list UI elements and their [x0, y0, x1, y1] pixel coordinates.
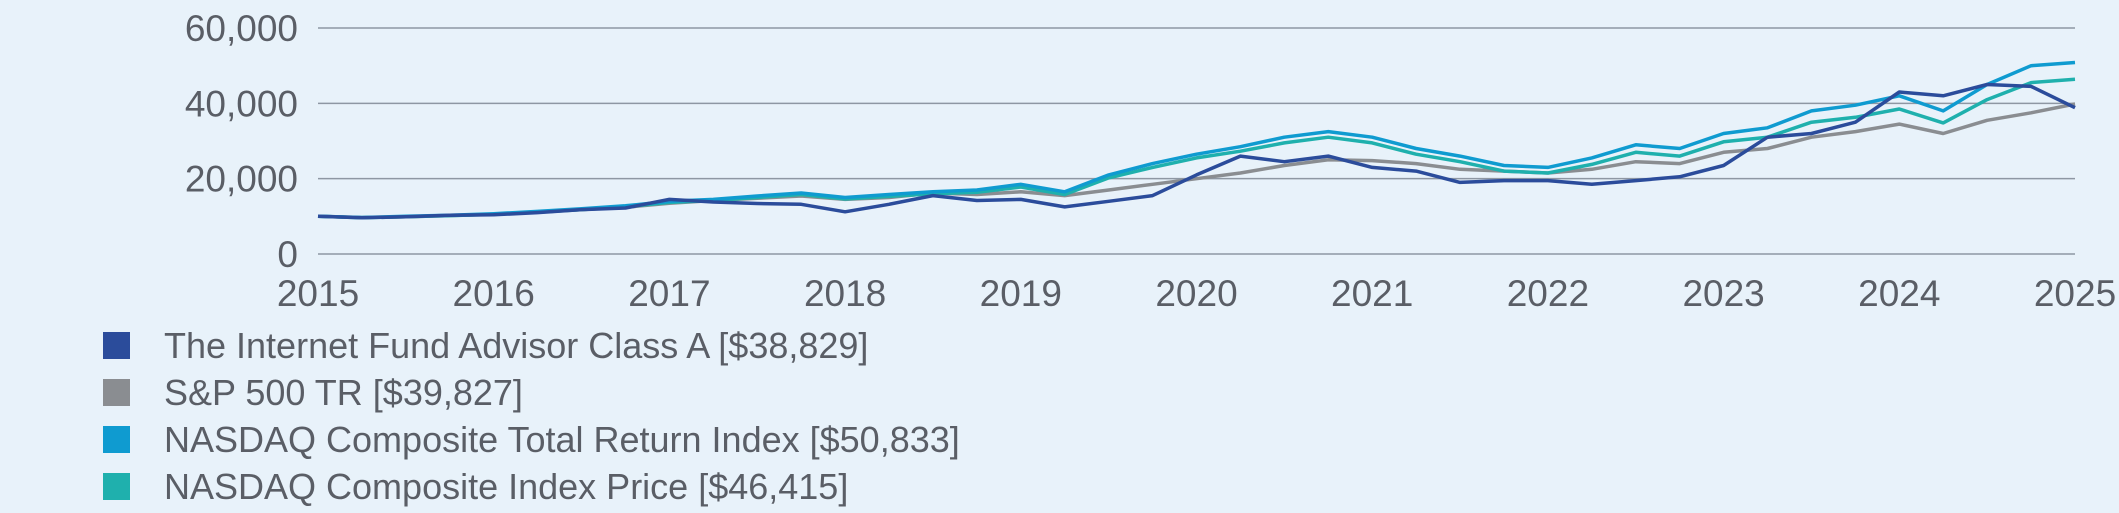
gridlines — [318, 27, 2075, 255]
legend-swatch — [103, 379, 130, 406]
legend-swatch — [103, 426, 130, 453]
x-tick-label: 2019 — [980, 273, 1062, 314]
x-tick-label: 2023 — [1682, 273, 1764, 314]
x-tick-label: 2016 — [453, 273, 535, 314]
legend: The Internet Fund Advisor Class A [$38,8… — [103, 322, 960, 510]
legend-swatch — [103, 473, 130, 500]
x-tick-label: 2022 — [1507, 273, 1589, 314]
legend-label: S&P 500 TR [$39,827] — [164, 371, 523, 413]
series-line — [317, 82, 2076, 220]
series-line — [317, 60, 2076, 220]
x-axis-ticks: 2015 2016 2017 2018 2019 2020 2021 2022 2023 2024… — [277, 273, 2116, 314]
legend-label: NASDAQ Composite Total Return Index [$50… — [164, 418, 960, 460]
x-tick-label: 2018 — [804, 273, 886, 314]
y-tick-label: 40,000 — [185, 83, 298, 124]
y-tick-label: 60,000 — [185, 8, 298, 49]
legend-item-nasdaq-total-return: NASDAQ Composite Total Return Index [$50… — [103, 416, 960, 463]
x-tick-label: 2024 — [1858, 273, 1940, 314]
legend-item-sp500: S&P 500 TR [$39,827] — [103, 369, 960, 416]
y-axis-ticks: 0 20,000 40,000 60,000 — [185, 8, 298, 275]
line-chart: 0 20,000 40,000 60,000 2015 2016 2017 2018 2019… — [185, 8, 2116, 314]
series-line — [317, 77, 2076, 220]
y-tick-label: 0 — [277, 234, 298, 275]
legend-swatch — [103, 332, 130, 359]
x-tick-label: 2020 — [1155, 273, 1237, 314]
series-lines — [317, 60, 2076, 220]
x-tick-label: 2021 — [1331, 273, 1413, 314]
x-tick-label: 2025 — [2034, 273, 2116, 314]
legend-item-internet-fund: The Internet Fund Advisor Class A [$38,8… — [103, 322, 960, 369]
x-tick-label: 2017 — [628, 273, 710, 314]
x-tick-label: 2015 — [277, 273, 359, 314]
legend-label: The Internet Fund Advisor Class A [$38,8… — [164, 324, 869, 366]
legend-label: NASDAQ Composite Index Price [$46,415] — [164, 465, 849, 507]
legend-item-nasdaq-price: NASDAQ Composite Index Price [$46,415] — [103, 463, 960, 510]
y-tick-label: 20,000 — [185, 159, 298, 200]
